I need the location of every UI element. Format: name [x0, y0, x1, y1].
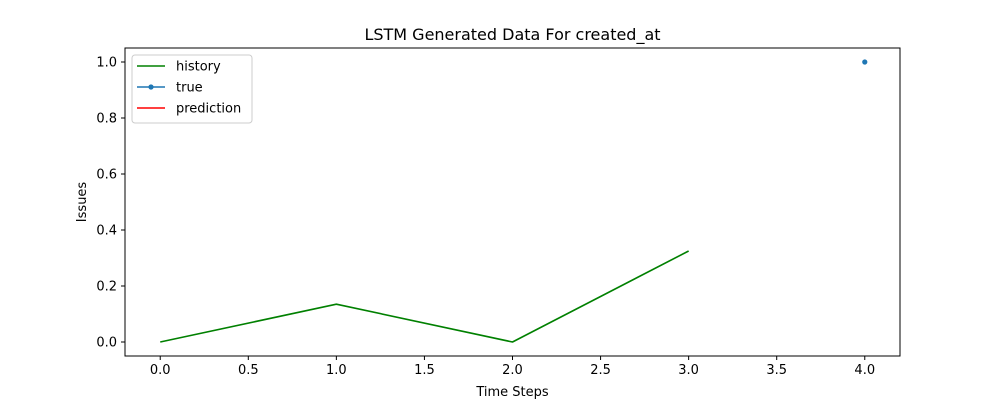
plot-area [160, 59, 868, 343]
y-tick-label: 0.0 [96, 336, 117, 351]
series-history-line [160, 250, 690, 343]
x-tick-label: 3.0 [678, 363, 699, 378]
legend-history-label: history [176, 60, 221, 75]
legend: history true prediction [131, 54, 253, 124]
x-tick-label: 0.0 [150, 363, 171, 378]
x-axis-label: Time Steps [475, 385, 549, 400]
chart-title: LSTM Generated Data For created_at [364, 25, 660, 45]
y-tick-label: 0.2 [96, 280, 117, 295]
axes: 0.0 0.5 1.0 1.5 2.0 2.5 3.0 3.5 4.0 0.0 0.2 0.4 0.6 0… [96, 56, 875, 379]
x-tick-label: 1.0 [326, 363, 347, 378]
x-tick-label: 4.0 [854, 363, 875, 378]
y-tick-label: 1.0 [96, 56, 117, 71]
series-true-point [862, 59, 868, 65]
legend-prediction-label: prediction [176, 102, 241, 117]
x-tick-label: 3.5 [766, 363, 787, 378]
x-tick-label: 0.5 [238, 363, 259, 378]
legend-true-label: true [176, 81, 203, 96]
x-tick-label: 1.5 [414, 363, 435, 378]
x-tick-label: 2.0 [502, 363, 523, 378]
y-tick-label: 0.8 [96, 112, 117, 127]
y-tick-label: 0.4 [96, 224, 117, 239]
y-tick-label: 0.6 [96, 168, 117, 183]
legend-box [131, 54, 253, 124]
y-axis-label: Issues [75, 182, 90, 223]
x-tick-label: 2.5 [590, 363, 611, 378]
legend-true-marker [148, 84, 154, 90]
